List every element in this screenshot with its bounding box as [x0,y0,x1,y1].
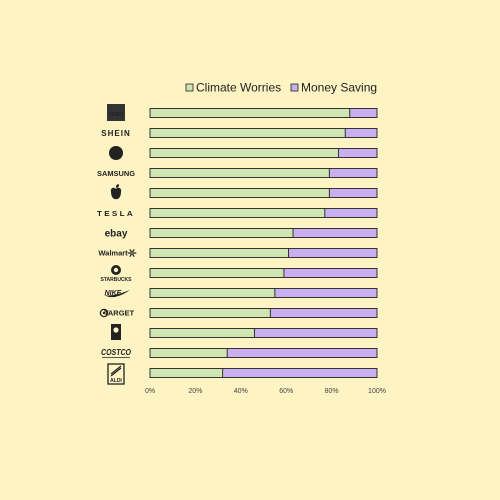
bar-outline-tesla [149,208,378,218]
bar-outline-target [149,308,378,318]
bar-climate-costco [150,348,228,358]
x-tick-2: 40% [234,388,248,395]
bar-money-temu [349,108,377,118]
bar-money-target [270,308,377,318]
bar-money-goodwill [254,328,377,338]
nike-logo-text: NIKE [105,290,122,297]
goodwill-logo-face [113,327,119,333]
bar-outline-starbucks [149,268,378,278]
bar-climate-tesla [150,208,325,218]
x-axis-ticks: 0% 20% 40% 60% 80% 100% [145,388,386,395]
bar-money-walmart [288,248,377,258]
target-logo-dot [102,311,106,315]
bar-outline-apple [149,188,378,198]
bar-climate-shein [150,128,346,138]
nike-logo [104,290,130,298]
starbucks-logo-text: STARBUCKS [100,277,132,283]
bar-climate-walmart [150,248,289,258]
walmart-spark-2 [129,253,132,257]
x-tick-0: 0% [145,388,155,395]
bar-outline-walmart [149,248,378,258]
aldi-logo [107,363,125,385]
temu-logo [107,104,125,121]
bar-outline-shein [149,128,378,138]
costco-logo: COSTCO [101,348,132,357]
legend-label-0: Climate Worries [196,81,281,95]
bar-climate-hp [150,148,339,158]
bar-climate-starbucks [150,268,284,278]
tesla-logo: TESLA [97,211,135,218]
starbucks-logo-center [113,267,119,273]
bars [149,108,378,378]
bar-money-nike [274,288,377,298]
samsung-logo: SAMSUNG [97,169,135,178]
bar-outline-nike [149,288,378,298]
bar-money-ebay [293,228,377,238]
x-tick-5: 100% [368,388,386,395]
aldi-logo-stripe-1 [110,365,122,375]
bar-climate-target [150,308,271,318]
x-tick-1: 20% [188,388,202,395]
bar-money-apple [329,188,377,198]
x-tick-4: 80% [325,388,339,395]
aldi-logo-text: ALDI [110,378,122,384]
walmart-spark-4 [129,249,132,253]
apple-logo [110,187,122,200]
target-logo-text: TARGET [104,309,135,318]
bar-climate-nike [150,288,275,298]
hp-logo [109,146,123,160]
legend-label-1: Money Saving [301,81,377,95]
bar-outline-temu [149,108,378,118]
target-logo [99,308,109,318]
shein-logo: SHEIN [101,129,130,138]
legend-swatch-1 [290,83,299,92]
aldi-logo-stripe-2 [110,367,122,377]
bar-outline-samsung [149,168,378,178]
temu-logo-text: TEMU [109,112,124,118]
bar-climate-temu [150,108,350,118]
bar-climate-samsung [150,168,330,178]
bar-money-aldi [222,368,377,378]
x-tick-3: 60% [279,388,293,395]
bar-outline-hp [149,148,378,158]
bar-money-tesla [324,208,377,218]
walmart-spark-5 [132,249,135,253]
bar-money-costco [227,348,377,358]
walmart-spark-1 [132,253,135,257]
bar-money-samsung [329,168,377,178]
apple-logo-leaf [115,184,120,188]
bar-money-shein [345,128,377,138]
bar-outline-goodwill [149,328,378,338]
bar-money-hp [338,148,377,158]
bar-outline-ebay [149,228,378,238]
legend: Climate Worries Money Saving [185,81,377,95]
bar-money-starbucks [283,268,377,278]
legend-swatch-0 [185,83,194,92]
bar-climate-aldi [150,368,223,378]
hp-logo-text: hp [111,149,121,158]
ebay-logo: ebay [105,229,128,240]
bar-climate-goodwill [150,328,255,338]
category-logos: TEMU SHEIN hp SAMSUNG TESLA ebay Walmart STARBU… [97,104,137,385]
walmart-logo: Walmart [98,249,128,258]
bar-climate-apple [150,188,330,198]
bar-outline-aldi [149,368,378,378]
bar-climate-ebay [150,228,294,238]
bar-outline-costco [149,348,378,358]
